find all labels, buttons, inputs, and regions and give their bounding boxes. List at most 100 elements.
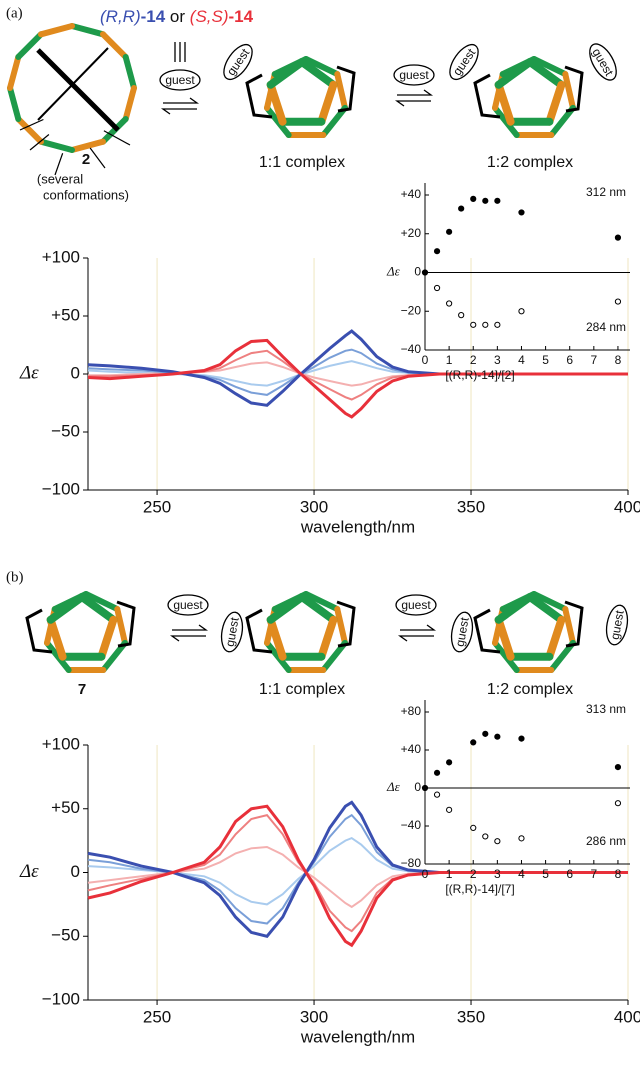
x-tick-label: 250: [143, 1007, 171, 1026]
guest: guest: [450, 611, 474, 653]
x-tick-label: 2: [470, 867, 477, 881]
ring-segment: [492, 639, 520, 674]
data-point: [518, 835, 525, 842]
guest: guest: [449, 43, 479, 81]
x-tick-label: 3: [494, 353, 501, 367]
x-tick-label: 350: [457, 497, 485, 516]
bridge: [245, 73, 273, 119]
compound-note: conformations): [43, 187, 129, 202]
x-axis-label: [(R,R)-14]/[2]: [445, 368, 514, 382]
spectrum-line: [87, 800, 628, 938]
x-tick-label: 0: [422, 867, 429, 881]
data-point: [421, 269, 429, 276]
y-axis-label: Δε: [19, 861, 39, 882]
bridge: [336, 600, 356, 648]
x-tick-label: 7: [590, 867, 597, 881]
complex-label: 1:1 complex: [259, 154, 345, 171]
ring-segment: [44, 639, 72, 674]
compound-label: 7: [78, 681, 86, 698]
series-label: 312 nm: [586, 185, 626, 199]
data-point: [433, 791, 441, 798]
spectrum-line: [87, 338, 628, 419]
data-point: [494, 733, 501, 740]
data-point: [446, 806, 453, 813]
x-tick-label: 1: [446, 867, 453, 881]
ring-segment: [545, 80, 566, 126]
ring-segment: [122, 54, 137, 91]
series-label: 313 nm: [586, 702, 626, 716]
y-tick-label: 0: [414, 265, 421, 279]
y-tick-label: +20: [401, 226, 422, 240]
y-tick-label: −20: [401, 303, 422, 317]
ring-segment: [7, 54, 22, 91]
bridge: [245, 608, 273, 654]
equilibrium-arrow: [160, 108, 197, 115]
y-tick-label: 0: [71, 862, 80, 881]
ring-segment: [562, 71, 576, 111]
data-point: [446, 300, 453, 307]
bridge: [564, 65, 584, 113]
ring-segment: [548, 639, 576, 674]
guest-oval: [159, 69, 201, 91]
y-tick-label: 0: [71, 363, 80, 382]
ring-segment: [46, 615, 67, 661]
y-tick-label: −100: [42, 989, 80, 1008]
data-point: [494, 197, 501, 204]
data-point: [482, 321, 489, 328]
ring-segment: [320, 639, 348, 674]
guest-oval: [605, 604, 629, 646]
data-point: [421, 784, 429, 792]
data-point: [494, 838, 501, 845]
host-label: (R,R)-14 or (S,S)-14: [100, 7, 254, 26]
guest-label: guest: [165, 73, 195, 87]
ring-segment: [526, 593, 566, 624]
ring-segment: [266, 58, 306, 89]
data-point: [482, 197, 489, 204]
compound-note: (several: [37, 171, 83, 186]
ring-segment: [492, 104, 520, 139]
data-point: [494, 321, 501, 328]
compound-label: 2: [82, 151, 90, 168]
data-point: [470, 321, 477, 328]
ring-segment: [494, 58, 534, 89]
guest-oval: [395, 594, 437, 616]
arrow: [54, 153, 64, 176]
data-point: [433, 769, 441, 776]
x-tick-label: 4: [518, 353, 525, 367]
x-tick-label: 1: [446, 353, 453, 367]
ring-segment: [38, 23, 75, 38]
y-axis-label: Δε: [19, 362, 39, 383]
host-or: or: [170, 7, 185, 26]
guest-oval: [223, 43, 253, 81]
guest-oval: [589, 43, 617, 81]
guest-label: guest: [399, 68, 429, 82]
x-tick-label: 8: [615, 353, 622, 367]
guest: guest: [223, 43, 253, 81]
x-tick-label: 8: [615, 867, 622, 881]
arrow: [89, 147, 106, 169]
arrow: [103, 130, 131, 146]
data-point: [482, 730, 489, 737]
bridge: [37, 47, 109, 121]
x-tick-label: 6: [566, 867, 573, 881]
guest: guest: [605, 604, 629, 646]
data-point: [482, 833, 489, 840]
ring-segment: [83, 591, 121, 613]
schemes: guest guest guest guest guest guest guest guest…: [7, 23, 629, 674]
y-tick-label: +40: [401, 742, 422, 756]
x-tick-label: 4: [518, 867, 525, 881]
data-point: [458, 205, 465, 212]
series-label: 286 nm: [586, 834, 626, 848]
panel-label: (a): [6, 5, 23, 21]
x-tick-label: 0: [422, 353, 429, 367]
x-tick-label: 250: [143, 497, 171, 516]
equilibrium-arrow: [397, 89, 434, 96]
x-tick-label: 3: [494, 867, 501, 881]
data-point: [470, 824, 477, 832]
bridge: [36, 48, 120, 132]
equilibrium-arrow: [169, 635, 206, 642]
spectrum-line: [87, 329, 628, 407]
bridge: [25, 608, 53, 654]
ring-segment: [266, 615, 287, 661]
